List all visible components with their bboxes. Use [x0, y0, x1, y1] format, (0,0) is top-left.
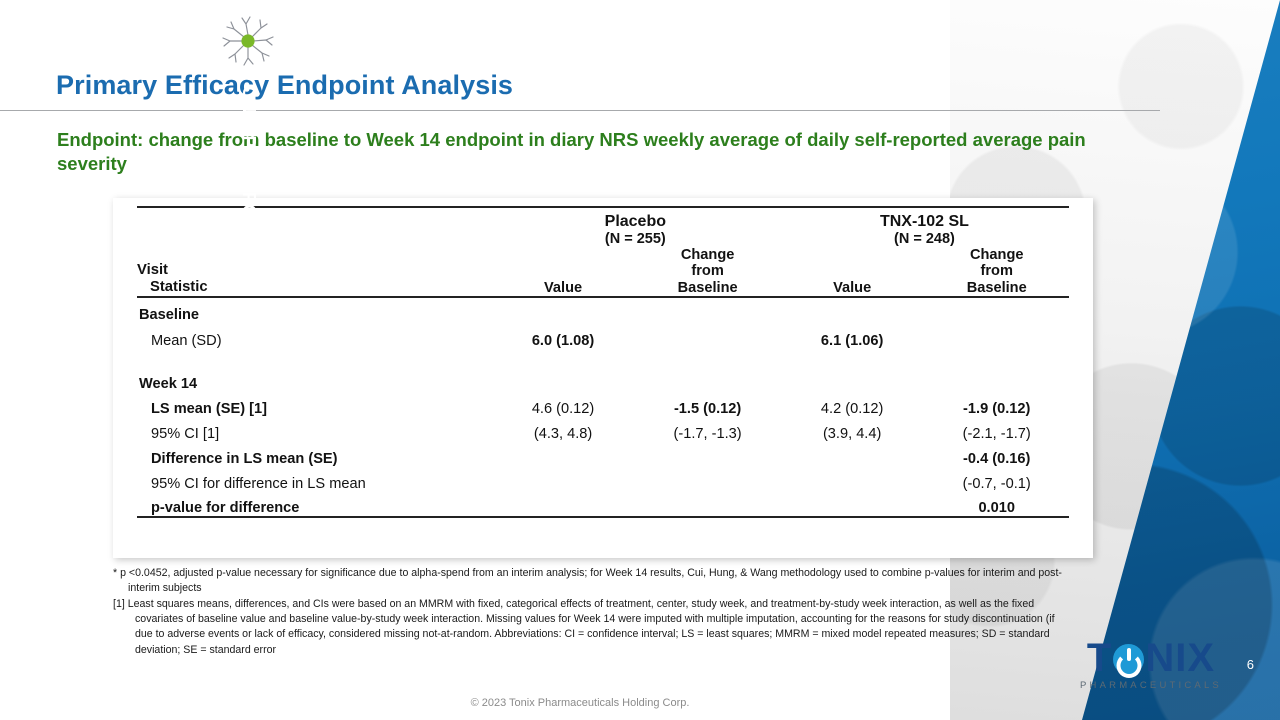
cell-placebo-change: -1.5 (0.12) — [673, 401, 742, 418]
group-header-tnx: TNX-102 SL — [779, 206, 1069, 231]
cell-placebo-value: 4.6 (0.12) — [531, 401, 595, 418]
cell-tnx-value: 6.1 (1.06) — [820, 333, 884, 350]
cell-tnx-change: (-0.7, -0.1) — [962, 476, 1031, 493]
table-row-column-headers: Visit Statistic Value Change from Baseli… — [137, 247, 1069, 299]
table-row: 95% CI for difference in LS mean (-0.7, … — [137, 467, 1069, 492]
cell-tnx-value — [780, 442, 925, 467]
table-row: 95% CI [1] (4.3, 4.8) (-1.7, -1.3) (3.9,… — [137, 417, 1069, 442]
table-cell-empty — [137, 231, 491, 247]
chg-line-1: Change — [680, 247, 735, 263]
efficacy-results-table: Placebo TNX-102 SL (N = 255) (N = 248) V… — [137, 206, 1069, 519]
cell-placebo-change — [635, 442, 780, 467]
cns-portfolio-label: CNS PORTFOLIO — [239, 86, 259, 255]
cell-tnx-value: (3.9, 4.4) — [822, 426, 882, 443]
section-label-week14: Week 14 — [139, 376, 198, 393]
cell-placebo-value — [491, 467, 636, 492]
cell-placebo-change — [635, 492, 780, 519]
tonix-wordmark: T NIX — [1080, 638, 1222, 678]
column-header-statistic: Statistic — [150, 279, 208, 296]
tonix-letters-nix: NIX — [1145, 635, 1216, 680]
cell-placebo-value — [490, 492, 636, 519]
column-header-visit-statistic: Visit Statistic — [137, 247, 491, 299]
cell-tnx-change: -0.4 (0.16) — [963, 451, 1031, 468]
tonix-power-icon — [1113, 644, 1145, 675]
footnote-one: [1] Least squares means, differences, an… — [113, 597, 1055, 656]
cell-tnx-value — [780, 467, 925, 492]
table-row: Difference in LS mean (SE) -0.4 (0.16) — [137, 442, 1069, 467]
table-row-spacer — [137, 349, 1069, 366]
chg-line-3: Baseline — [677, 279, 738, 296]
chg-line-3: Baseline — [966, 279, 1027, 296]
results-table-card: Placebo TNX-102 SL (N = 255) (N = 248) V… — [113, 198, 1093, 558]
chg-line-1: Change — [969, 247, 1024, 263]
cell-placebo-change — [635, 323, 780, 349]
column-header-placebo-value: Value — [490, 247, 636, 299]
table-row-section-baseline: Baseline — [137, 297, 1069, 323]
column-header-placebo-change: Change from Baseline — [635, 247, 780, 299]
table-row-group-n: (N = 255) (N = 248) — [137, 231, 1069, 247]
row-label-ls-mean: LS mean (SE) [1] — [151, 401, 267, 418]
chg-line-2: from — [691, 263, 724, 280]
tonix-logo: T NIX PHARMACEUTICALS — [1080, 638, 1222, 691]
tonix-tagline: PHARMACEUTICALS — [1080, 679, 1222, 691]
tonix-letter-t: T — [1086, 635, 1113, 680]
cell-placebo-change: (-1.7, -1.3) — [673, 426, 742, 443]
cell-placebo-value — [491, 442, 636, 467]
footnotes: * p <0.0452, adjusted p-value necessary … — [113, 566, 1073, 658]
neuron-icon — [217, 10, 279, 72]
cell-tnx-change: (-2.1, -1.7) — [962, 426, 1031, 443]
row-label-pvalue: p-value for difference — [137, 492, 491, 519]
endpoint-subtitle: Endpoint: change from baseline to Week 1… — [57, 129, 1086, 174]
cell-tnx-value: 4.2 (0.12) — [820, 401, 884, 418]
row-label-mean-sd: Mean (SD) — [151, 333, 222, 350]
cell-placebo-value: 6.0 (1.08) — [531, 333, 595, 350]
table-row-section-week14: Week 14 — [137, 366, 1069, 392]
page-title: Primary Efficacy Endpoint Analysis — [56, 70, 514, 100]
cell-tnx-value — [779, 492, 925, 519]
group-n-tnx: (N = 248) — [894, 231, 955, 247]
table-row: LS mean (SE) [1] 4.6 (0.12) -1.5 (0.12) … — [137, 392, 1069, 417]
page-number: 6 — [1246, 657, 1254, 672]
footnote-star: * p <0.0452, adjusted p-value necessary … — [113, 567, 1062, 595]
row-label-ci-difference: 95% CI for difference in LS mean — [151, 476, 366, 493]
section-label-baseline: Baseline — [139, 307, 200, 324]
column-header-tnx-value: Value — [779, 247, 925, 299]
table-row: Mean (SD) 6.0 (1.08) 6.1 (1.06) — [137, 323, 1069, 349]
chg-line-2: from — [980, 263, 1013, 280]
table-row: p-value for difference 0.010 — [137, 492, 1069, 519]
row-label-ci: 95% CI [1] — [151, 426, 220, 443]
cell-placebo-change — [635, 467, 780, 492]
copyright-notice: © 2023 Tonix Pharmaceuticals Holding Cor… — [470, 697, 690, 709]
cell-tnx-change: -1.9 (0.12) — [963, 401, 1031, 418]
table-cell-empty — [137, 206, 491, 231]
cell-tnx-change — [924, 323, 1069, 349]
group-n-placebo: (N = 255) — [604, 231, 666, 247]
cell-tnx-change: 0.010 — [924, 492, 1069, 519]
column-header-tnx-change: Change from Baseline — [924, 247, 1069, 299]
group-header-placebo: Placebo — [490, 206, 780, 231]
cell-placebo-value: (4.3, 4.8) — [533, 426, 593, 443]
title-divider — [0, 110, 1160, 111]
row-label-difference: Difference in LS mean (SE) — [151, 451, 338, 468]
column-header-visit: Visit — [137, 262, 168, 279]
table-row-group-header: Placebo TNX-102 SL — [137, 206, 1069, 231]
